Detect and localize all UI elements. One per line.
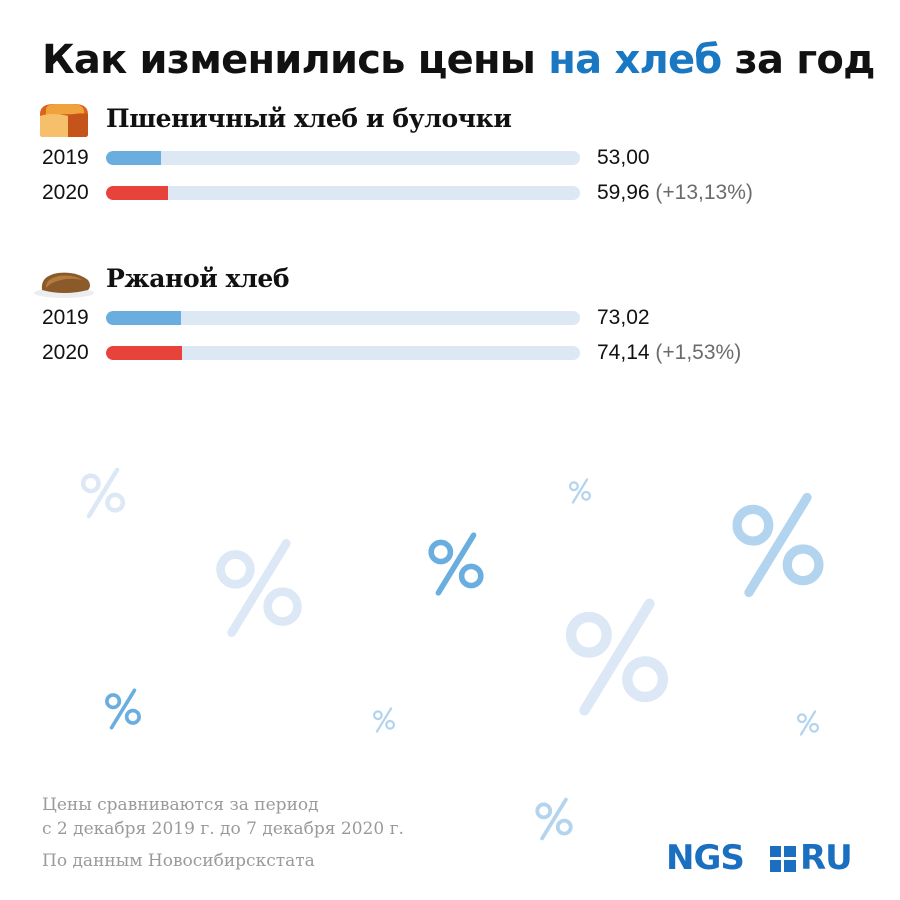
percent-sign-icon: [568, 478, 592, 504]
year-label: 2019: [42, 306, 89, 329]
bar-row-rye-2019: 2019 73,02: [0, 303, 900, 333]
rye-bread-icon: [34, 272, 94, 298]
year-label: 2020: [42, 341, 89, 364]
logo-text-right: RU: [800, 838, 853, 878]
page-title: Как изменились цены на хлеб за год: [42, 32, 875, 88]
bar: [106, 311, 181, 325]
value-label: 74,14 (+1,53%): [597, 338, 741, 368]
value-text: 74,14: [597, 341, 650, 364]
title-text-after: за год: [721, 37, 876, 83]
year-label: 2020: [42, 181, 89, 204]
value-text: 73,02: [597, 306, 650, 329]
logo-text-left: NGS: [666, 838, 745, 878]
footer-note-line-2: с 2 декабря 2019 г. до 7 декабря 2020 г.: [42, 819, 404, 839]
change-text: (+1,53%): [655, 341, 742, 364]
bar-track: [106, 186, 580, 200]
percent-sign-icon: [535, 797, 573, 841]
value-label: 73,02: [597, 303, 650, 333]
year-label: 2019: [42, 146, 89, 169]
bar-row-wheat-2019: 2019 53,00: [0, 143, 900, 173]
value-label: 53,00: [597, 143, 650, 173]
logo-mark-icon: [770, 846, 796, 872]
percent-sign-icon: [796, 710, 820, 736]
chart-group-wheat: Пшеничный хлеб и булочки 2019 53,00 2020…: [0, 100, 900, 230]
percent-sign-icon: [565, 598, 669, 716]
percent-sign-icon: [428, 532, 484, 596]
bar: [106, 346, 182, 360]
title-text-accent: на хлеб: [548, 37, 722, 83]
footer-note-line-1: Цены сравниваются за период: [42, 795, 319, 815]
value-text: 59,96: [597, 181, 650, 204]
percent-sign-icon: [732, 492, 824, 598]
percent-sign-icon: [372, 707, 396, 733]
group-title: Ржаной хлеб: [106, 264, 290, 293]
bar: [106, 151, 161, 165]
group-title: Пшеничный хлеб и булочки: [106, 104, 512, 133]
bread-loaf-icon: [40, 104, 88, 137]
bar-track: [106, 151, 580, 165]
percent-sign-icon: [80, 467, 126, 519]
change-text: (+13,13%): [655, 181, 753, 204]
bar: [106, 186, 168, 200]
ngs-logo: NGS RU: [666, 836, 866, 880]
bar-row-rye-2020: 2020 74,14 (+1,53%): [0, 338, 900, 368]
bar-track: [106, 346, 580, 360]
chart-group-rye: Ржаной хлеб 2019 73,02 2020 74,14 (+1,53…: [0, 260, 900, 390]
percent-sign-icon: [105, 688, 141, 730]
footer-source: По данным Новосибирскстата: [42, 851, 315, 871]
value-label: 59,96 (+13,13%): [597, 178, 753, 208]
bar-track: [106, 311, 580, 325]
bar-row-wheat-2020: 2020 59,96 (+13,13%): [0, 178, 900, 208]
percent-sign-icon: [216, 539, 302, 637]
value-text: 53,00: [597, 146, 650, 169]
title-text-before: Как изменились цены: [42, 37, 549, 83]
